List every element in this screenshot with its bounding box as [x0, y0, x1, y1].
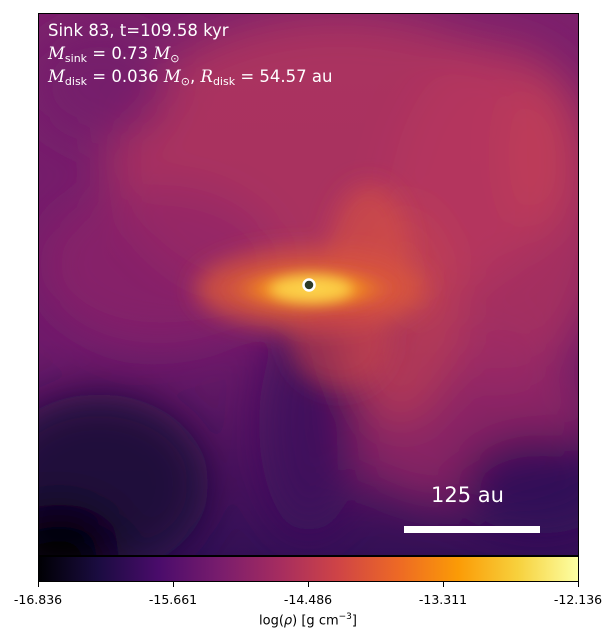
colorbar-tick — [578, 582, 579, 587]
density-map-image — [39, 14, 578, 555]
sink-mass-label: Msink = 0.73 M⊙ — [48, 44, 180, 65]
sink-marker-icon — [302, 278, 316, 292]
colorbar-tick-label: -13.311 — [418, 592, 468, 607]
sink-time-label: Sink 83, t=109.58 kyr — [48, 21, 229, 40]
colorbar-tick-label: -12.136 — [553, 592, 603, 607]
colorbar-tick — [308, 582, 309, 587]
density-map-panel: Sink 83, t=109.58 kyr Msink = 0.73 M⊙ Md… — [38, 13, 579, 556]
scale-bar-label: 125 au — [431, 483, 504, 507]
colorbar-tick — [443, 582, 444, 587]
colorbar-tick — [38, 582, 39, 587]
colorbar-tick-label: -15.661 — [148, 592, 198, 607]
disk-properties-label: Mdisk = 0.036 M⊙, Rdisk = 54.57 au — [48, 67, 333, 88]
colorbar-tick-label: -16.836 — [13, 592, 63, 607]
colorbar-tick — [173, 582, 174, 587]
colorbar-tick-label: -14.486 — [283, 592, 333, 607]
colorbar — [38, 556, 579, 582]
scale-bar — [404, 526, 540, 533]
colorbar-label: log(ρ) [g cm−3] — [259, 612, 357, 629]
